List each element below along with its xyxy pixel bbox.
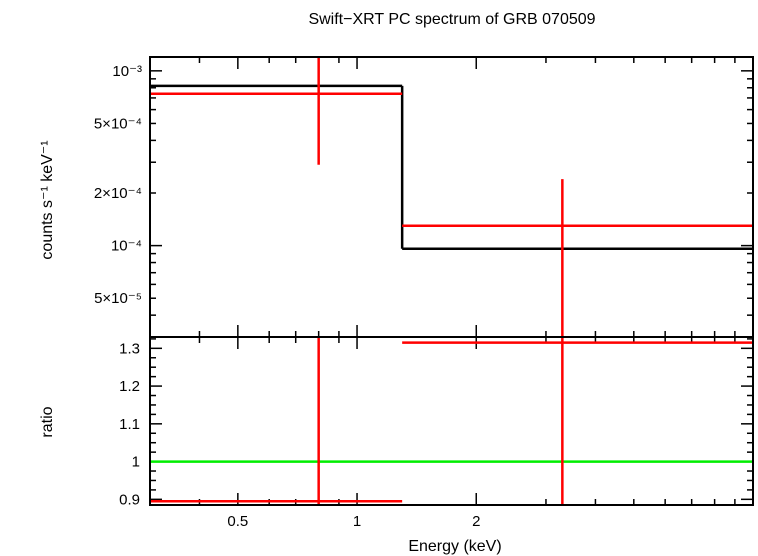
spectrum-y-tick-label: 10⁻³ [112, 63, 142, 80]
chart-title: Swift−XRT PC spectrum of GRB 070509 [308, 11, 595, 28]
ratio-y-tick-label: 1 [132, 454, 140, 471]
ratio-frame [149, 336, 754, 506]
spectrum-y-tick-label: 10⁻⁴ [111, 238, 142, 255]
x-axis-label: Energy (keV) [408, 538, 501, 555]
spectrum-frame [149, 56, 754, 338]
ratio-panel: 0.9 1 1.1 1.2 1.3 0.5 1 2 [119, 336, 754, 530]
spectrum-y-tick-label: 2×10⁻⁴ [94, 185, 142, 202]
y-axis-label-ratio: ratio [39, 406, 56, 437]
ratio-y-tick-label: 0.9 [119, 491, 140, 508]
x-tick-label: 1 [353, 513, 361, 530]
ratio-y-tick-label: 1.1 [119, 416, 140, 433]
spectrum-y-tick-label: 5×10⁻⁵ [94, 290, 142, 307]
ratio-y-tick-label: 1.3 [119, 340, 140, 357]
spectrum-y-tick-label: 5×10⁻⁴ [94, 115, 142, 132]
spectrum-panel: 10⁻³ 5×10⁻⁴ 2×10⁻⁴ 10⁻⁴ 5×10⁻⁵ [94, 56, 754, 338]
y-axis-label-spectrum: counts s⁻¹ keV⁻¹ [39, 140, 56, 259]
ratio-y-tick-label: 1.2 [119, 378, 140, 395]
x-tick-label: 0.5 [227, 513, 248, 530]
x-tick-label: 2 [472, 513, 480, 530]
